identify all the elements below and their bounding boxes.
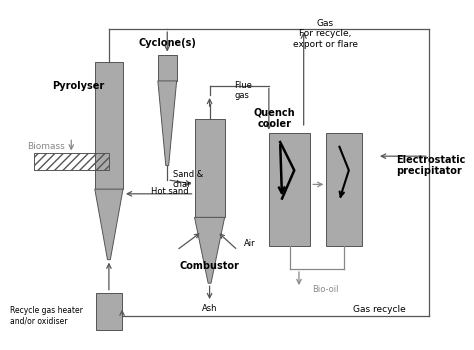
Bar <box>34 153 109 170</box>
Text: Bio-oil: Bio-oil <box>312 285 338 294</box>
Bar <box>326 133 362 246</box>
Text: Combustor: Combustor <box>180 261 239 271</box>
Text: Pyrolyser: Pyrolyser <box>52 80 104 91</box>
Text: Flue
gas: Flue gas <box>234 80 252 100</box>
Bar <box>96 293 122 330</box>
Polygon shape <box>194 217 225 283</box>
Text: Biomass: Biomass <box>27 142 65 151</box>
Text: Gas recycle: Gas recycle <box>353 305 405 314</box>
Text: Ash: Ash <box>202 304 218 313</box>
Text: Recycle gas heater
and/or oxidiser: Recycle gas heater and/or oxidiser <box>10 307 83 326</box>
Text: Electrostatic
precipitator: Electrostatic precipitator <box>396 155 465 176</box>
Text: Sand &
char: Sand & char <box>173 170 203 189</box>
Bar <box>158 55 177 81</box>
Polygon shape <box>95 189 123 260</box>
Text: Air: Air <box>244 239 255 248</box>
Bar <box>269 133 310 246</box>
Text: Gas
For recycle,
export or flare: Gas For recycle, export or flare <box>293 19 358 49</box>
Polygon shape <box>158 81 177 166</box>
Text: Cyclone(s): Cyclone(s) <box>138 38 196 48</box>
Text: Quench
cooler: Quench cooler <box>254 108 295 130</box>
Polygon shape <box>95 62 123 189</box>
Text: Hot sand: Hot sand <box>151 187 189 196</box>
Polygon shape <box>194 119 225 217</box>
